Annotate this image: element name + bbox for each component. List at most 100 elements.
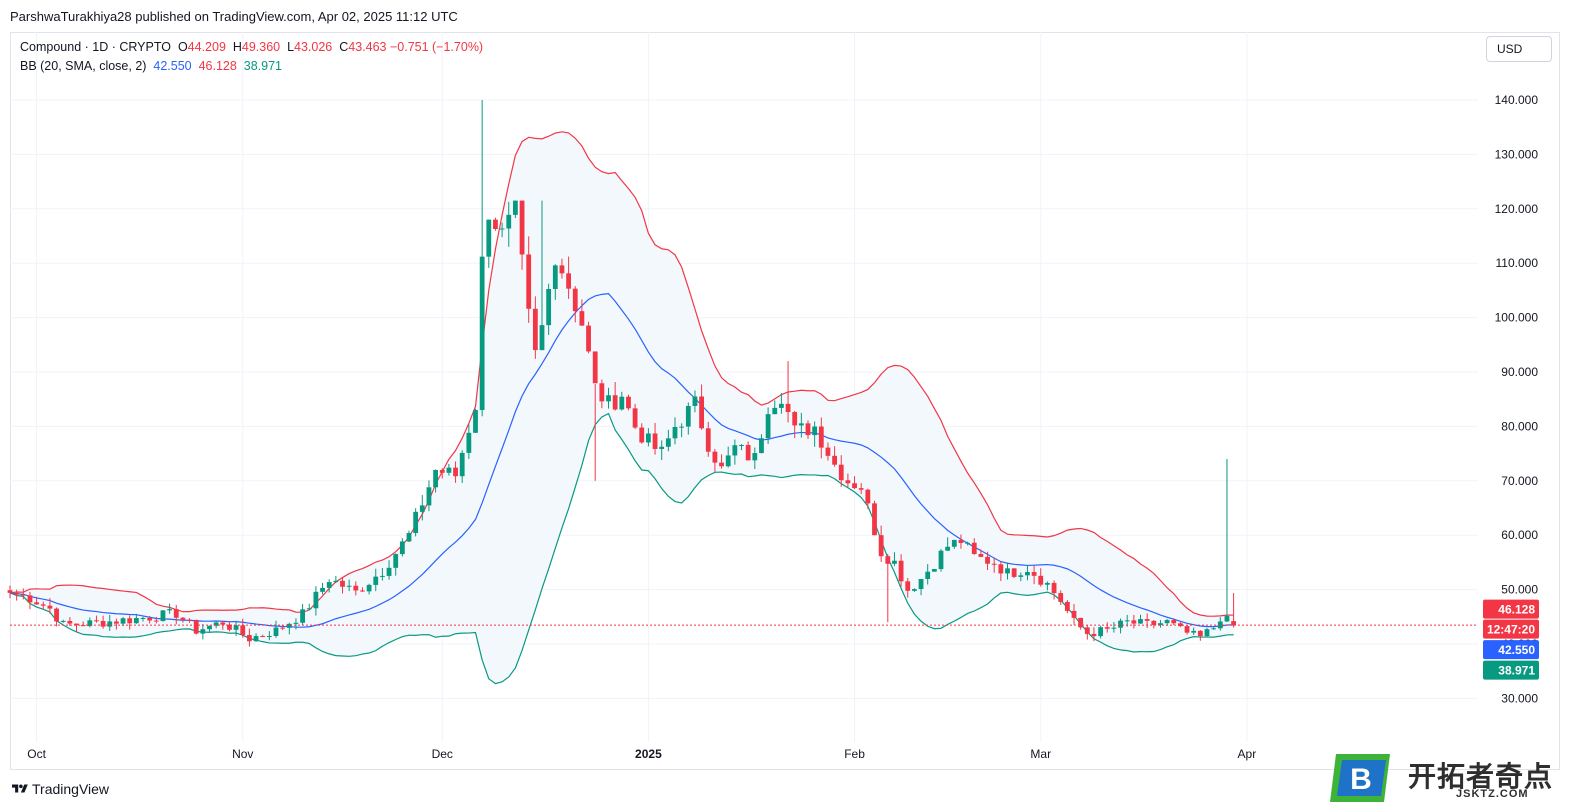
countdown-tag: 12:47:20 bbox=[1487, 623, 1535, 637]
candle-body bbox=[978, 553, 984, 557]
candle-body bbox=[1211, 628, 1217, 630]
candle-body bbox=[1231, 621, 1236, 626]
y-tick-label: 80.000 bbox=[1501, 419, 1538, 433]
candle-body bbox=[60, 620, 66, 622]
open-value: 44.209 bbox=[187, 40, 226, 54]
candle-body bbox=[546, 288, 552, 326]
candle-body bbox=[326, 582, 332, 588]
tradingview-footer[interactable]: TradingView bbox=[12, 781, 109, 797]
candle-body bbox=[1197, 630, 1203, 637]
candle-body bbox=[732, 445, 738, 456]
candle-body bbox=[572, 288, 578, 312]
candle-body bbox=[220, 622, 226, 625]
candle-body bbox=[759, 438, 764, 454]
low-label: L bbox=[287, 40, 295, 54]
publisher-line: ParshwaTurakhiya28 published on TradingV… bbox=[10, 9, 458, 24]
candle-body bbox=[779, 403, 784, 408]
candle-body bbox=[473, 410, 478, 433]
bb-legend: BB (20, SMA, close, 2) 42.550 46.128 38.… bbox=[20, 59, 282, 73]
candle-body bbox=[519, 200, 525, 255]
candle-body bbox=[586, 325, 591, 352]
candle-body bbox=[114, 621, 119, 624]
candle-body bbox=[885, 556, 891, 564]
candle-body bbox=[566, 273, 571, 289]
candle-body bbox=[812, 426, 818, 436]
candle-body bbox=[1131, 620, 1137, 624]
candle-body bbox=[699, 396, 704, 429]
candle-body bbox=[1138, 619, 1143, 624]
candle-body bbox=[187, 619, 192, 621]
candle-body bbox=[1031, 571, 1037, 576]
candle-body bbox=[705, 428, 711, 452]
y-tick-label: 30.000 bbox=[1501, 691, 1538, 705]
candle-body bbox=[672, 427, 678, 439]
candle-body bbox=[579, 311, 585, 326]
candle-body bbox=[273, 627, 279, 637]
watermark: B 开拓者奇点 JSKTZ.COM bbox=[1328, 752, 1564, 804]
x-tick-label: Nov bbox=[232, 747, 253, 761]
candle-body bbox=[1078, 617, 1084, 628]
candle-body bbox=[925, 571, 931, 579]
tradingview-logo-icon bbox=[12, 784, 28, 793]
x-tick-label: Oct bbox=[27, 747, 46, 761]
candle-body bbox=[958, 539, 964, 543]
bb-lower-line bbox=[9, 412, 1234, 685]
candle-body bbox=[360, 590, 365, 592]
candle-body bbox=[233, 625, 239, 630]
open-label: O bbox=[177, 40, 188, 54]
candle-body bbox=[1091, 633, 1097, 637]
candle-body bbox=[1005, 568, 1010, 574]
high-label: H bbox=[232, 40, 242, 54]
candle-body bbox=[951, 539, 957, 547]
candle-body bbox=[426, 487, 432, 506]
x-tick-label: 2025 bbox=[635, 747, 662, 761]
candle-body bbox=[94, 620, 99, 622]
candle-body bbox=[240, 625, 246, 636]
close-label: C bbox=[339, 40, 349, 54]
candle-body bbox=[100, 621, 106, 627]
candle-body bbox=[499, 228, 505, 230]
watermark-en: JSKTZ.COM bbox=[1456, 788, 1529, 800]
candle-body bbox=[479, 256, 485, 411]
candle-body bbox=[898, 560, 904, 582]
candle-body bbox=[931, 569, 937, 572]
candle-body bbox=[433, 469, 438, 488]
bb-lower-value: 38.971 bbox=[243, 59, 282, 73]
candle-body bbox=[938, 550, 944, 570]
candle-body bbox=[1178, 623, 1183, 627]
y-tick-label: 50.000 bbox=[1501, 583, 1538, 597]
candle-body bbox=[87, 620, 93, 627]
candle-body bbox=[865, 489, 871, 504]
candle-body bbox=[599, 383, 605, 402]
candle-body bbox=[1217, 621, 1223, 629]
bb-label[interactable]: BB (20, SMA, close, 2) bbox=[20, 59, 147, 73]
candle-body bbox=[1071, 610, 1077, 618]
candle-body bbox=[918, 578, 924, 590]
candle-body bbox=[486, 219, 492, 257]
candle-body bbox=[493, 219, 498, 230]
candle-body bbox=[140, 617, 146, 619]
candle-body bbox=[193, 619, 199, 634]
candle-body bbox=[1171, 620, 1177, 624]
candle-body bbox=[180, 617, 186, 620]
candle-body bbox=[805, 423, 811, 436]
currency-button[interactable]: USD bbox=[1486, 36, 1552, 62]
close-value: 43.463 bbox=[348, 40, 387, 54]
candle-body bbox=[712, 451, 718, 463]
y-tick-label: 60.000 bbox=[1501, 528, 1538, 542]
candle-body bbox=[313, 591, 319, 609]
x-tick-label: Dec bbox=[432, 747, 453, 761]
candle-body bbox=[659, 446, 665, 449]
candle-body bbox=[725, 455, 731, 467]
symbol-label[interactable]: Compound · 1D · CRYPTO bbox=[20, 40, 171, 54]
candle-body bbox=[466, 432, 472, 453]
watermark-letter: B bbox=[1350, 763, 1372, 796]
watermark-logo-icon: B bbox=[1330, 754, 1390, 802]
x-tick-label: Apr bbox=[1238, 747, 1257, 761]
candle-body bbox=[346, 585, 352, 587]
candle-body bbox=[353, 585, 359, 591]
bb-basis-line bbox=[9, 292, 1234, 628]
candle-body bbox=[539, 325, 545, 351]
y-tick-label: 120.000 bbox=[1495, 202, 1539, 216]
